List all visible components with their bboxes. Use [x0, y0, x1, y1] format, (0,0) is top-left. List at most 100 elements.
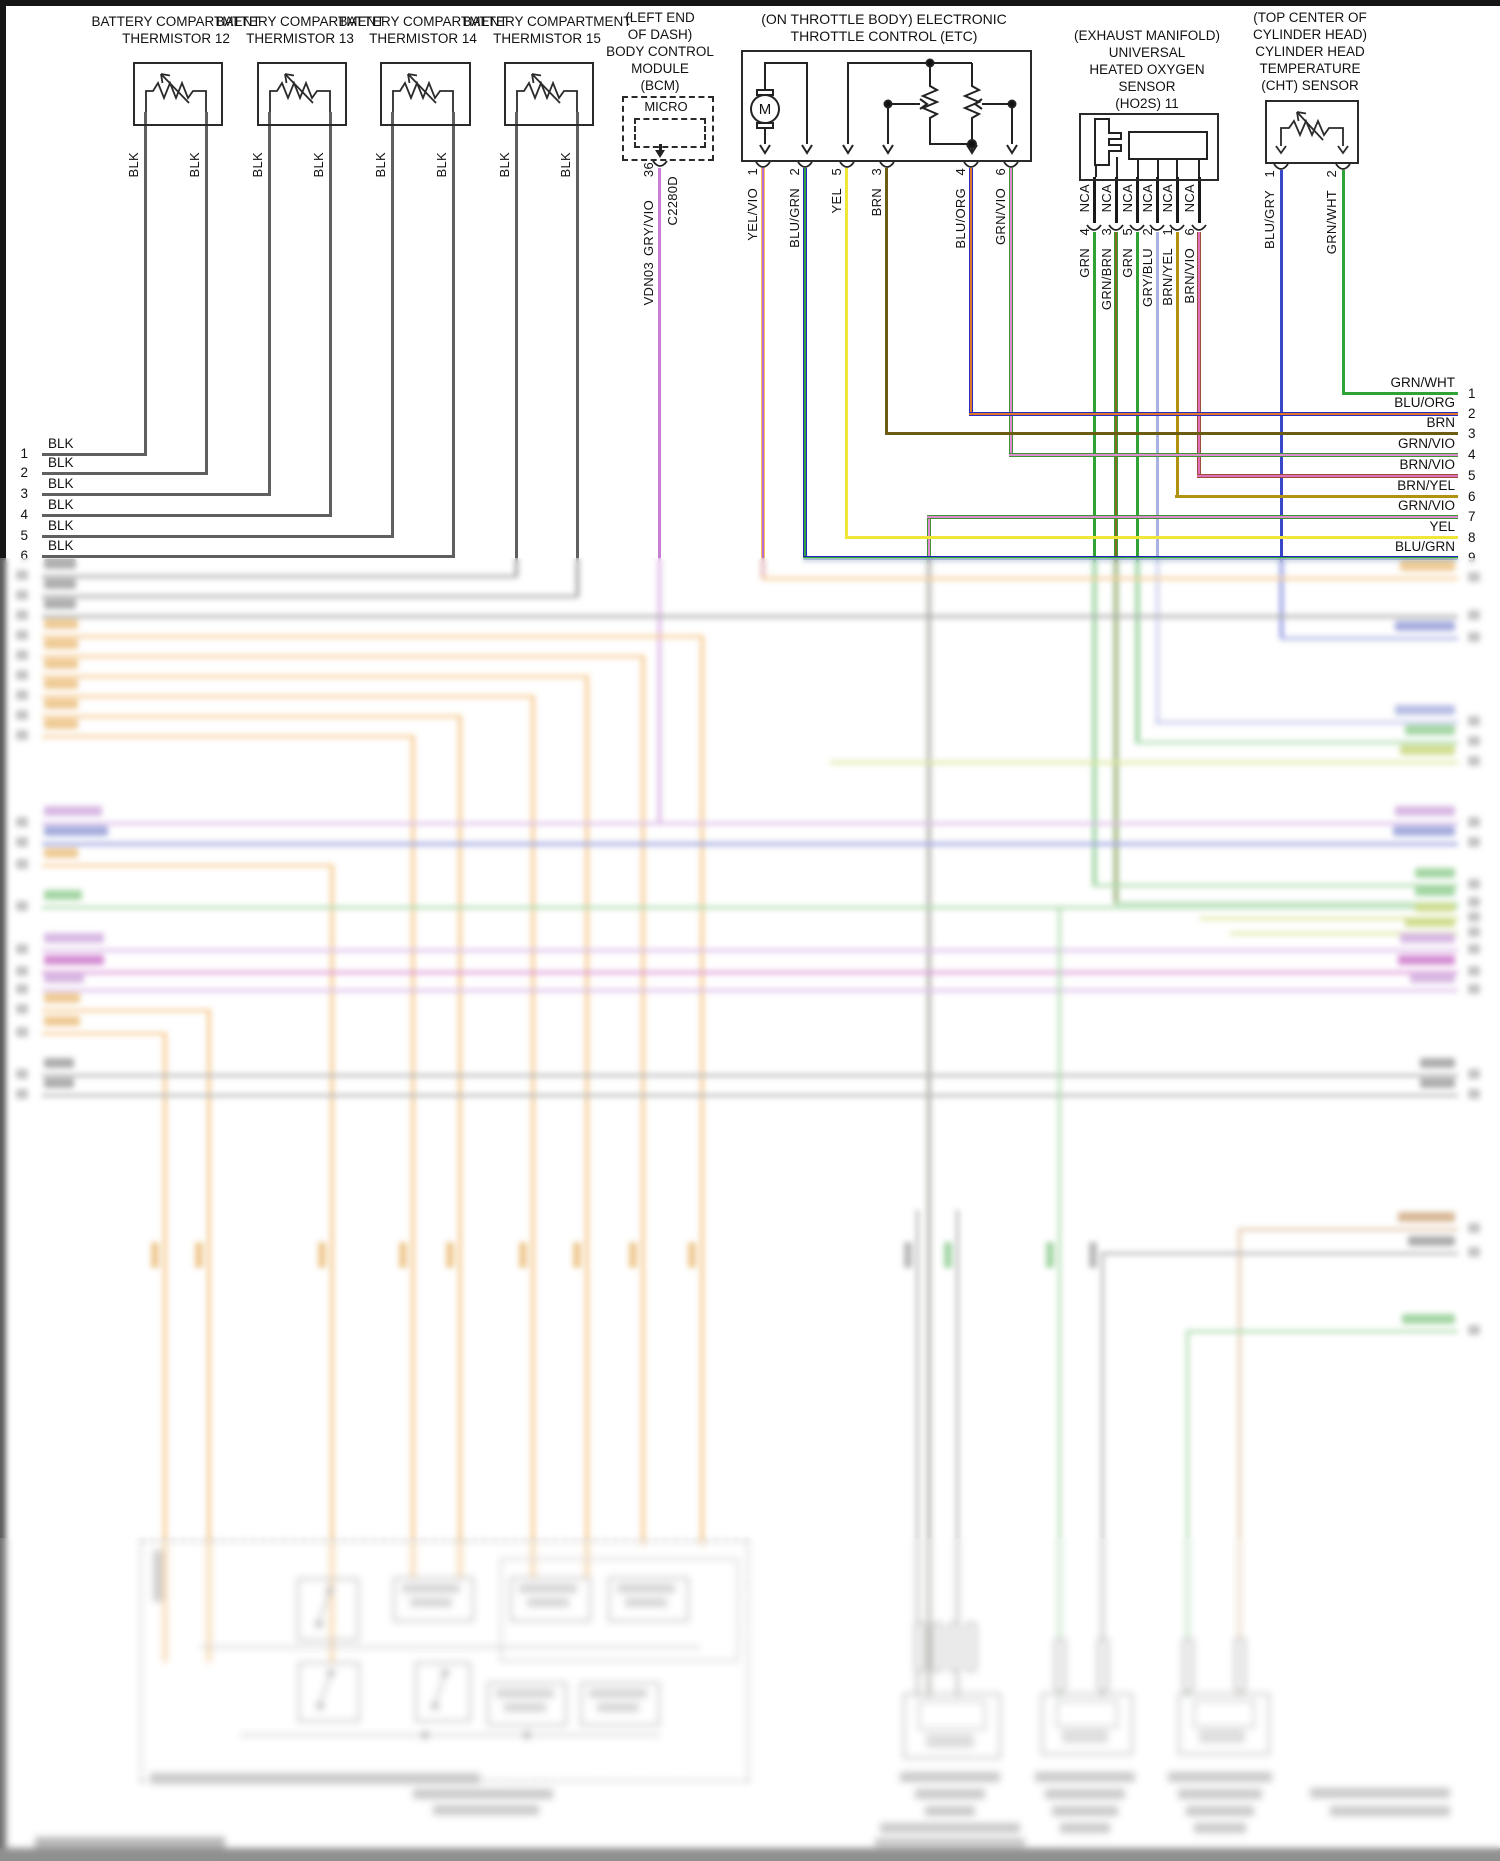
- blurred-caption-bar: [1035, 1772, 1135, 1782]
- cht-connector-arc: [1335, 163, 1351, 170]
- blur-wire: [641, 655, 645, 1545]
- pdb-switch-symbol: [431, 1669, 449, 1710]
- blurred-vlabel-bar: [151, 1242, 159, 1268]
- wire-label-blk: BLK: [250, 152, 265, 178]
- blur-wire: [830, 761, 1458, 764]
- blurred-text-bar: [44, 1058, 74, 1068]
- blurred-number-bar: [1468, 1223, 1480, 1233]
- bcm-location-3: BODY CONTROL: [606, 44, 714, 59]
- blurred-reference-bar: [1330, 1806, 1450, 1816]
- wire-blk-t12-right: [205, 112, 208, 475]
- cht-pin-color: BLU/GRY: [1262, 190, 1277, 249]
- wire-grn-ho2s-5: [1136, 232, 1139, 744]
- wire-label-blk: BLK: [187, 152, 202, 178]
- blurred-text-bar: [44, 993, 80, 1003]
- etc-pin-number: 1: [745, 168, 760, 176]
- blurred-number-bar: [16, 837, 28, 847]
- left-bus-line-3: [42, 493, 271, 496]
- pdb-switch-symbol: [315, 1586, 334, 1628]
- blurred-text-bar: [44, 1078, 74, 1088]
- cht-title-2: CYLINDER HEAD): [1252, 27, 1368, 42]
- blurred-text-bar: [44, 1016, 80, 1026]
- blurred-number-bar: [1468, 927, 1480, 937]
- cht-pin-number: 2: [1324, 170, 1339, 178]
- blur-wire: [42, 715, 461, 718]
- ho2s-stub-label: NCA: [1077, 184, 1092, 213]
- blurred-caption-bar: [925, 1806, 975, 1816]
- etc-pin-color: GRN/VIO: [993, 188, 1008, 245]
- ho2s-pin-color: BRN/YEL: [1160, 248, 1175, 306]
- blurred-caption-bar: [433, 1805, 539, 1815]
- right-bus-line-2: [969, 412, 1458, 416]
- ho2s-stub-5: [1176, 177, 1179, 223]
- ho2s-box: [1079, 113, 1219, 181]
- blur-wire: [1280, 637, 1458, 640]
- blurred-number-bar: [1468, 897, 1480, 907]
- right-bus-number: 6: [1468, 489, 1476, 504]
- blurred-caption-bar: [413, 1789, 553, 1799]
- blurred-vlabel-bar: [519, 1242, 527, 1268]
- wire-blk-t13-left: [268, 112, 271, 496]
- blurred-text-bar: [44, 579, 76, 589]
- blur-wire: [42, 635, 703, 638]
- blur-wire: [42, 822, 1458, 825]
- blurred-text-bar: [1395, 705, 1455, 715]
- blurred-text-bar: [44, 973, 84, 983]
- blurred-text-bar: [527, 1598, 569, 1607]
- wire-grn-vio-row7-drop: [927, 515, 931, 1697]
- etc-title-1: (ON THROTTLE BODY) ELECTRONIC: [761, 11, 1007, 27]
- ground-connector-2-inner: [1056, 1700, 1118, 1728]
- blurred-number-bar: [16, 730, 28, 740]
- etc-pin-color: YEL/VIO: [745, 188, 760, 241]
- blurred-vlabel-bar: [629, 1242, 637, 1268]
- cht-pin-color: GRN/WHT: [1324, 190, 1339, 255]
- wire-brn-etc-3: [885, 168, 888, 435]
- blurred-number-bar: [16, 590, 28, 600]
- blur-wire: [700, 635, 704, 1545]
- blur-wire: [1238, 1228, 1241, 1697]
- pdb-junction: [523, 1731, 531, 1739]
- blur-wire: [42, 1074, 1458, 1077]
- blur-wire: [761, 577, 1458, 580]
- blur-wire: [411, 735, 415, 1578]
- blurred-number-bar: [16, 630, 28, 640]
- left-bus-line-4: [42, 514, 332, 517]
- blurred-text-bar: [496, 1689, 554, 1698]
- ho2s-pin-number: 3: [1099, 228, 1114, 236]
- left-bus-line-5: [42, 535, 394, 538]
- wire-gry-vio-bcm: [658, 168, 661, 825]
- blur-wire: [42, 971, 1458, 974]
- blurred-number-bar: [16, 610, 28, 620]
- blurred-vlabel-bar: [573, 1242, 581, 1268]
- etc-pin-number: 4: [953, 168, 968, 176]
- bcm-box: [622, 96, 714, 161]
- blurred-vlabel-bar: [446, 1242, 454, 1268]
- blurred-number-bar: [16, 1004, 28, 1014]
- blurred-number-bar: [1468, 1069, 1480, 1079]
- blurred-caption-bar: [1186, 1806, 1254, 1816]
- connector-pin: [914, 1622, 926, 1672]
- blurred-number-bar: [1468, 817, 1480, 827]
- blurred-number-bar: [16, 817, 28, 827]
- right-bus-line-7: [927, 515, 1458, 519]
- blur-wire: [42, 695, 534, 698]
- blurred-caption-bar: [1060, 1823, 1110, 1833]
- blurred-number-bar: [16, 570, 28, 580]
- wire-label-blk: BLK: [434, 152, 449, 178]
- thermistor-12-symbol: [145, 73, 207, 112]
- bcm-micro-label: MICRO: [644, 99, 688, 114]
- wire-label-blk: BLK: [558, 152, 573, 178]
- right-bus-number: 5: [1468, 468, 1476, 483]
- right-bus-line-5: [1197, 474, 1458, 478]
- blurred-caption-bar: [1178, 1789, 1262, 1799]
- blurred-number-bar: [1468, 716, 1480, 726]
- blur-wire: [1186, 1330, 1458, 1333]
- ho2s-pin-number: 6: [1182, 228, 1197, 236]
- etc-internal-circuit: M: [750, 58, 1018, 155]
- blur-wire: [42, 842, 1458, 846]
- bcm-wire-color: GRY/VIO: [641, 200, 656, 257]
- ho2s-stub-4: [1156, 177, 1159, 223]
- ho2s-title-5: (HO2S) 11: [1115, 96, 1179, 111]
- left-bus-label: BLK: [48, 436, 74, 451]
- blurred-number-bar: [1468, 1325, 1480, 1335]
